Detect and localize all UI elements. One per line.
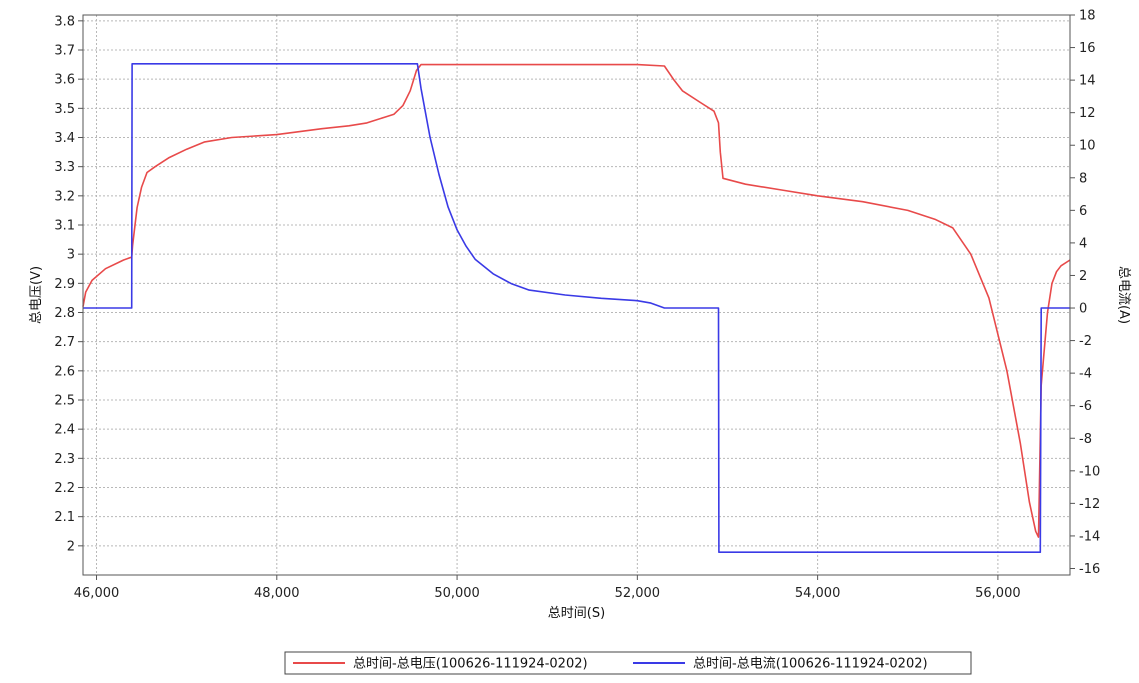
y2-tick-label: 4 bbox=[1079, 236, 1087, 251]
y-tick-label: 3.2 bbox=[54, 189, 75, 204]
y-tick-label: 2.6 bbox=[54, 364, 75, 379]
x-tick-label: 54,000 bbox=[795, 586, 841, 601]
legend-label-voltage: 总时间-总电压(100626-111924-0202) bbox=[353, 657, 588, 672]
legend-label-current: 总时间-总电流(100626-111924-0202) bbox=[693, 657, 928, 672]
y-tick-label: 2.7 bbox=[54, 335, 75, 350]
x-tick-label: 56,000 bbox=[975, 586, 1021, 601]
x-tick-label: 46,000 bbox=[74, 586, 120, 601]
y2-tick-label: 14 bbox=[1079, 74, 1096, 89]
x-axis-title: 总时间(S) bbox=[548, 606, 605, 621]
series-layer bbox=[82, 62, 1071, 554]
y2-tick-label: 18 bbox=[1079, 9, 1096, 24]
y2-tick-label: -2 bbox=[1079, 334, 1092, 349]
y2-tick-label: -6 bbox=[1079, 399, 1092, 414]
y-tick-label: 2.3 bbox=[54, 452, 75, 467]
x-tick-label: 50,000 bbox=[434, 586, 480, 601]
y-tick-label: 2 bbox=[67, 539, 75, 554]
y-tick-label: 2.2 bbox=[54, 481, 75, 496]
grid-lines bbox=[83, 15, 1070, 575]
y2-tick-label: 16 bbox=[1079, 41, 1096, 56]
y2-tick-label: 0 bbox=[1079, 302, 1087, 317]
legend-box bbox=[284, 651, 972, 675]
y2-tick-label: 2 bbox=[1079, 269, 1087, 284]
y2-tick-label: -10 bbox=[1079, 464, 1100, 479]
y-tick-label: 3.3 bbox=[54, 160, 75, 175]
series-line-current bbox=[83, 62, 1070, 554]
y-tick-label: 2.1 bbox=[54, 510, 75, 525]
y-tick-label: 2.5 bbox=[54, 394, 75, 409]
right-y-axis-title: 总电流(A) bbox=[1116, 266, 1131, 324]
y2-tick-label: -8 bbox=[1079, 432, 1092, 447]
y2-tick-label: 10 bbox=[1079, 139, 1096, 154]
y2-tick-label: -16 bbox=[1079, 562, 1100, 577]
x-tick-label: 52,000 bbox=[615, 586, 661, 601]
y2-tick-label: 6 bbox=[1079, 204, 1087, 219]
y-tick-label: 2.8 bbox=[54, 306, 75, 321]
series-line-voltage bbox=[82, 63, 1071, 538]
y-tick-label: 3.1 bbox=[54, 219, 75, 234]
y2-tick-label: -12 bbox=[1079, 497, 1100, 512]
x-axis-ticks: 46,000 48,000 50,000 52,000 54,000 56,000 bbox=[74, 575, 1021, 601]
y-tick-label: 3.8 bbox=[54, 14, 75, 29]
x-tick-label: 48,000 bbox=[254, 586, 300, 601]
y-tick-label: 3.4 bbox=[54, 131, 75, 146]
y-tick-label: 2.4 bbox=[54, 423, 75, 438]
y-tick-label: 3 bbox=[67, 248, 75, 263]
y-tick-label: 2.9 bbox=[54, 277, 75, 292]
y2-tick-label: -14 bbox=[1079, 529, 1100, 544]
y2-tick-label: 12 bbox=[1079, 106, 1096, 121]
y-tick-label: 3.5 bbox=[54, 102, 75, 117]
left-y-axis-title: 总电压(V) bbox=[29, 266, 44, 324]
y2-tick-label: -4 bbox=[1079, 367, 1092, 382]
y-tick-label: 3.7 bbox=[54, 44, 75, 59]
left-y-axis-ticks: 2 2.1 2.2 2.3 2.4 2.5 2.6 2.7 2.8 2.9 3 3.1 3.2 3.3 3.… bbox=[54, 14, 83, 554]
right-y-axis-ticks: -16 -14 -12 -10 -8 -6 -4 -2 0 2 4 6 8 10 12 14 16 18 bbox=[1070, 9, 1100, 577]
y-tick-label: 3.6 bbox=[54, 73, 75, 88]
y2-tick-label: 8 bbox=[1079, 171, 1087, 186]
legend: 总时间-总电压(100626-111924-0202) 总时间-总电流(1006… bbox=[284, 651, 972, 675]
plot-area-frame bbox=[82, 14, 1071, 576]
